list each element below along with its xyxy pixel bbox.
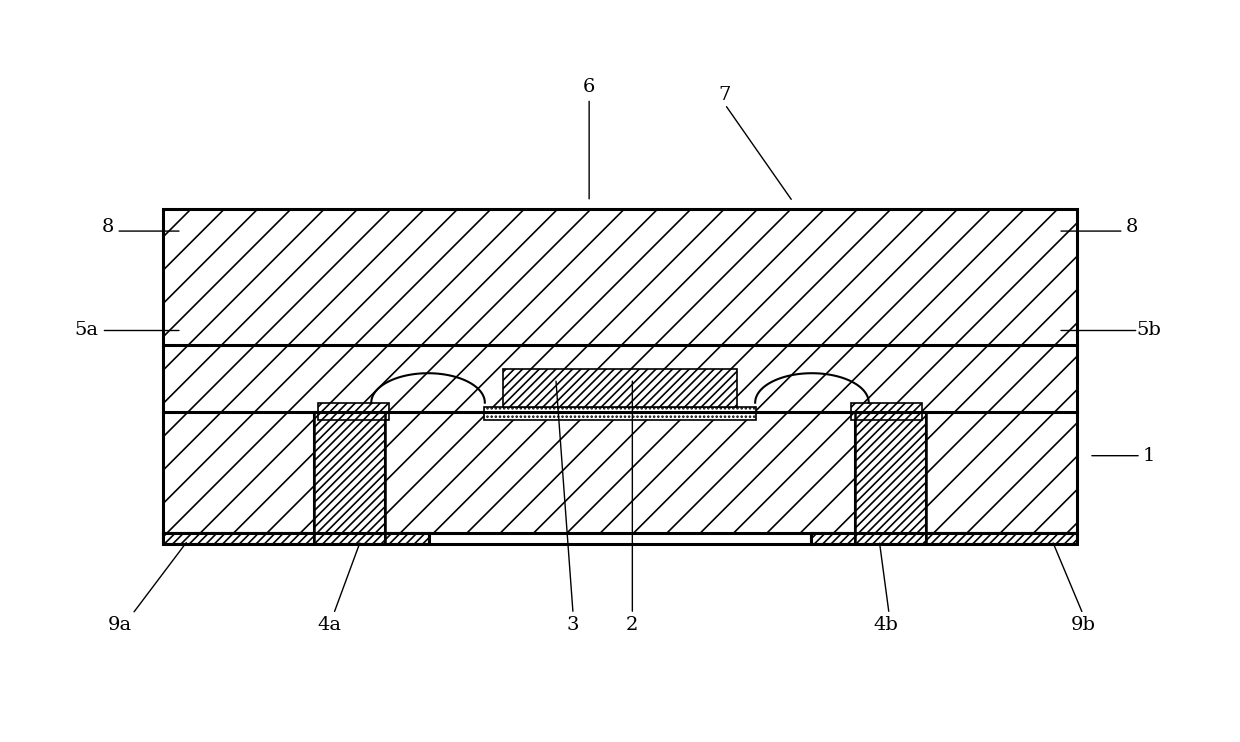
Text: 5a: 5a (74, 321, 99, 340)
Bar (502, 369, 738, 407)
Bar (164, 209, 1076, 544)
Text: 4b: 4b (873, 616, 898, 634)
Bar (811, 533, 1076, 544)
Text: 1: 1 (1142, 447, 1154, 464)
Bar (164, 209, 1076, 345)
Text: 3: 3 (567, 616, 579, 634)
Bar (851, 403, 923, 420)
Bar (317, 403, 389, 420)
Bar (854, 412, 926, 544)
Bar (299, 211, 941, 341)
Text: 4a: 4a (317, 616, 342, 634)
Text: 5b: 5b (1136, 321, 1161, 340)
Text: 7: 7 (719, 86, 732, 104)
Text: 8: 8 (102, 218, 114, 237)
Text: 9b: 9b (1070, 616, 1095, 634)
Text: 8: 8 (1126, 218, 1138, 237)
Text: 6: 6 (583, 79, 595, 96)
Bar (164, 345, 1076, 412)
Text: 9a: 9a (108, 616, 133, 634)
Bar (164, 412, 1076, 533)
Bar (484, 407, 756, 420)
Text: 2: 2 (626, 616, 639, 634)
Bar (164, 533, 429, 544)
Bar (314, 412, 386, 544)
